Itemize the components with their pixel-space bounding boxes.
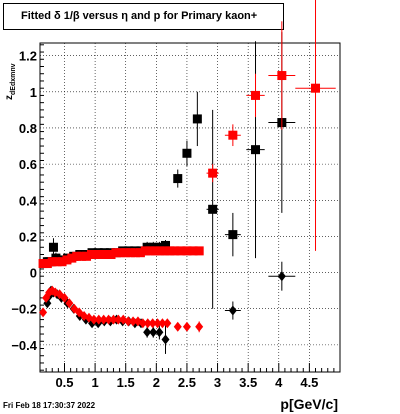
data-point-diamond — [143, 318, 152, 329]
data-point-square — [106, 250, 116, 259]
data-point-diamond — [149, 327, 158, 338]
data-point-square — [131, 248, 141, 258]
data-point-square — [155, 246, 165, 256]
y-tick-label: 0.2 — [19, 229, 37, 244]
x-tick-label: 2 — [153, 375, 160, 390]
data-point-square — [86, 250, 96, 259]
data-point-square — [91, 250, 101, 259]
data-point-square — [72, 251, 82, 261]
data-point-square — [96, 250, 106, 259]
data-point-square — [145, 246, 155, 256]
data-point-diamond — [173, 321, 182, 332]
data-point-square — [101, 250, 111, 259]
y-tick-label: 1 — [30, 85, 37, 100]
data-point-diamond — [155, 327, 164, 338]
data-point-diamond — [114, 314, 123, 325]
data-point-diamond — [99, 314, 108, 325]
data-point-square — [161, 240, 171, 250]
data-point-square — [251, 145, 261, 155]
data-point-square — [77, 251, 87, 261]
data-point-square — [42, 259, 52, 269]
data-point-square — [165, 246, 175, 256]
data-point-diamond — [195, 321, 204, 332]
data-point-square — [160, 246, 170, 256]
data-point-square — [228, 230, 238, 240]
y-tick-label: 0 — [30, 266, 37, 281]
data-point-square — [126, 248, 136, 258]
data-point-diamond — [161, 334, 170, 345]
x-tick-label: 3 — [214, 375, 221, 390]
data-point-diamond — [163, 318, 172, 329]
data-point-square — [52, 257, 62, 267]
x-tick-label: 0.5 — [55, 375, 73, 390]
x-tick-label: 3.5 — [239, 375, 257, 390]
data-point-square — [135, 248, 145, 258]
data-point-diamond — [228, 305, 237, 316]
data-point-diamond — [89, 314, 98, 325]
data-point-square — [194, 246, 204, 256]
data-point-square — [182, 148, 192, 158]
data-point-diamond — [65, 298, 74, 309]
data-point-square — [208, 168, 218, 178]
y-tick-label: 0.8 — [19, 121, 37, 136]
data-point-diamond — [60, 292, 69, 303]
data-point-square — [150, 246, 160, 256]
data-point-square — [121, 248, 131, 258]
plot-frame — [39, 42, 341, 373]
y-tick-label: 0.4 — [19, 193, 38, 208]
data-point-diamond — [39, 307, 48, 318]
data-point-square — [311, 83, 321, 93]
data-point-square — [188, 246, 198, 256]
data-point-square — [47, 257, 57, 267]
data-point-diamond — [94, 314, 103, 325]
data-point-diamond — [143, 327, 152, 338]
x-tick-label: 1.5 — [117, 375, 135, 390]
x-tick-label: 2.5 — [178, 375, 196, 390]
data-point-diamond — [104, 314, 113, 325]
data-point-square — [57, 257, 67, 267]
y-tick-label: 0.6 — [19, 157, 37, 172]
y-tick-label: 1.2 — [19, 49, 37, 64]
data-point-square — [82, 251, 92, 261]
x-tick-label: 4.5 — [300, 375, 318, 390]
data-point-square — [62, 255, 72, 265]
data-point-square — [208, 204, 218, 214]
y-tick-label: −0.2 — [11, 302, 37, 317]
data-point-square — [251, 90, 261, 100]
data-point-square — [173, 174, 183, 184]
data-point-square — [277, 71, 287, 81]
data-point-square — [116, 248, 126, 258]
y-tick-label: −0.4 — [11, 338, 37, 353]
data-point-diamond — [153, 318, 162, 329]
data-point-square — [140, 246, 150, 256]
data-point-square — [111, 248, 121, 258]
data-point-square — [192, 114, 202, 124]
data-point-diamond — [158, 318, 167, 329]
timestamp: Fri Feb 18 17:30:37 2022 — [3, 401, 96, 410]
plot-title: Fitted δ 1/β versus η and p for Primary … — [3, 3, 284, 30]
data-point-diamond — [148, 318, 157, 329]
data-point-diamond — [138, 318, 147, 329]
data-point-square — [48, 242, 58, 252]
data-point-square — [170, 246, 180, 256]
data-point-square — [176, 246, 186, 256]
x-tick-label: 1 — [91, 375, 98, 390]
x-tick-label: 4 — [275, 375, 283, 390]
data-point-diamond — [124, 316, 133, 327]
x-axis-title: p[GeV/c] — [280, 396, 338, 412]
data-point-square — [228, 130, 238, 140]
data-point-diamond — [182, 321, 191, 332]
data-point-square — [182, 246, 192, 256]
data-point-diamond — [277, 271, 286, 282]
data-point-square — [67, 253, 77, 263]
data-point-diamond — [109, 314, 118, 325]
data-point-diamond — [129, 316, 138, 327]
